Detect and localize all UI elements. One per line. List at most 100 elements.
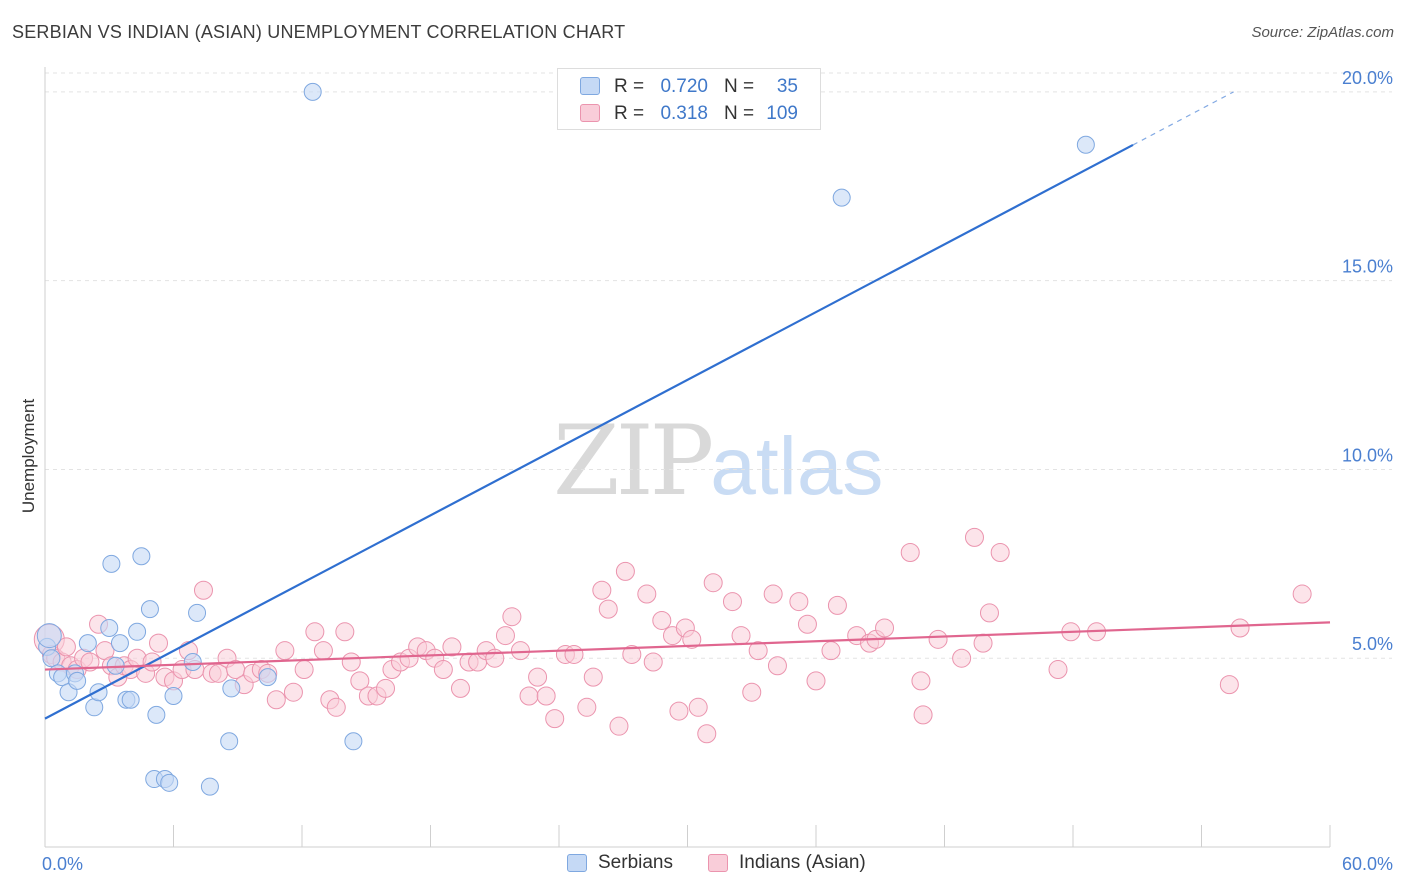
legend-row-indians: R = 0.318 N = 109: [558, 101, 820, 127]
indians-point: [643, 652, 663, 672]
serbians-point: [183, 652, 202, 671]
indians-swatch: [580, 104, 600, 122]
axis-labels: 5.0% 10.0% 15.0% 20.0% 0.0% 60.0% Unemployment: [19, 68, 1393, 874]
indians-point: [577, 697, 597, 717]
indians-point: [294, 660, 314, 680]
indians-point: [900, 543, 920, 563]
y-tick-label: 15.0%: [1342, 257, 1393, 277]
n-label: N =: [724, 76, 755, 97]
indians-point: [583, 667, 603, 687]
indians-point: [688, 697, 708, 717]
indians-point: [731, 626, 751, 646]
x-tick-label-max: 60.0%: [1342, 854, 1393, 874]
indians-r-value: 0.318: [660, 103, 708, 124]
indians-point: [1230, 618, 1250, 638]
indians-point: [669, 701, 689, 721]
indians-n-value: 109: [766, 103, 798, 124]
chart-title: SERBIAN VS INDIAN (ASIAN) UNEMPLOYMENT C…: [12, 22, 626, 42]
n-label: N =: [724, 103, 755, 124]
serbians-point: [344, 732, 363, 751]
indians-point: [592, 580, 612, 600]
indians-point: [913, 705, 933, 725]
indians-point: [305, 622, 325, 642]
serbians-point: [85, 698, 104, 717]
serbians-point: [128, 622, 147, 641]
legend-row-serbians: R = 0.720 N = 35: [558, 74, 820, 100]
indians-point: [275, 641, 295, 661]
serbians-swatch: [580, 77, 600, 95]
grid: [45, 72, 1392, 659]
indians-point: [56, 637, 76, 657]
serbians-legend-swatch: [567, 854, 587, 872]
indians-point: [763, 584, 783, 604]
indians-point: [1219, 675, 1239, 695]
indians-point: [964, 527, 984, 547]
indians-point: [536, 686, 556, 706]
serbians-point: [222, 679, 241, 698]
serbians-trend-line: [44, 143, 1134, 720]
serbians-point: [200, 777, 219, 796]
serbians-r-value: 0.720: [660, 76, 708, 97]
indians-point: [1048, 660, 1068, 680]
indians-point: [266, 690, 286, 710]
indians-points: [33, 527, 1312, 744]
indians-point: [990, 543, 1010, 563]
indians-point: [80, 652, 100, 672]
indians-point: [450, 678, 470, 698]
indians-point: [748, 641, 768, 661]
indians-point: [283, 682, 303, 702]
indians-point: [952, 648, 972, 668]
indians-point: [433, 660, 453, 680]
serbians-point: [164, 686, 183, 705]
indians-point: [797, 614, 817, 634]
serbians-point: [102, 554, 121, 573]
trend-lines: [44, 91, 1331, 720]
serbians-legend-label: Serbians: [598, 852, 673, 873]
indians-point: [341, 652, 361, 672]
indians-point: [827, 595, 847, 615]
x-tick-label-min: 0.0%: [42, 854, 83, 874]
serbians-trend-extension: [1132, 91, 1234, 146]
indians-point: [502, 607, 522, 627]
indians-point: [806, 671, 826, 691]
y-axis-label: Unemployment: [19, 399, 38, 514]
indians-point: [564, 644, 584, 664]
series-legend: Serbians Indians (Asian): [0, 851, 1406, 877]
serbians-point: [132, 547, 151, 566]
serbians-point: [832, 188, 851, 207]
serbians-point: [100, 619, 119, 638]
indians-point: [510, 641, 530, 661]
indians-point: [615, 561, 635, 581]
indians-point: [376, 678, 396, 698]
indians-point: [598, 599, 618, 619]
serbians-point: [147, 705, 166, 724]
serbians-point: [78, 634, 97, 653]
indians-point: [682, 629, 702, 649]
indians-point: [697, 724, 717, 744]
indians-point: [519, 686, 539, 706]
serbians-point: [140, 600, 159, 619]
serbians-point: [1076, 135, 1095, 154]
serbians-point: [110, 634, 129, 653]
serbians-point: [303, 82, 322, 101]
indians-point: [335, 622, 355, 642]
source-label: Source: ZipAtlas.com: [1251, 24, 1394, 41]
r-label: R =: [614, 103, 645, 124]
serbians-point: [220, 732, 239, 751]
indians-legend-swatch: [708, 854, 728, 872]
indians-point: [979, 603, 999, 623]
serbians-point: [188, 603, 207, 622]
serbians-n-value: 35: [776, 76, 798, 97]
y-tick-label: 5.0%: [1352, 634, 1393, 654]
serbians-points: [36, 82, 1095, 796]
indians-point: [928, 629, 948, 649]
serbians-point: [36, 623, 62, 649]
indians-point: [442, 637, 462, 657]
indians-point: [528, 667, 548, 687]
axes: [44, 67, 1331, 848]
indians-point: [875, 618, 895, 638]
correlation-legend: R = 0.720 N = 35 R = 0.318 N = 109: [557, 68, 821, 130]
indians-point: [722, 592, 742, 612]
indians-point: [703, 573, 723, 593]
